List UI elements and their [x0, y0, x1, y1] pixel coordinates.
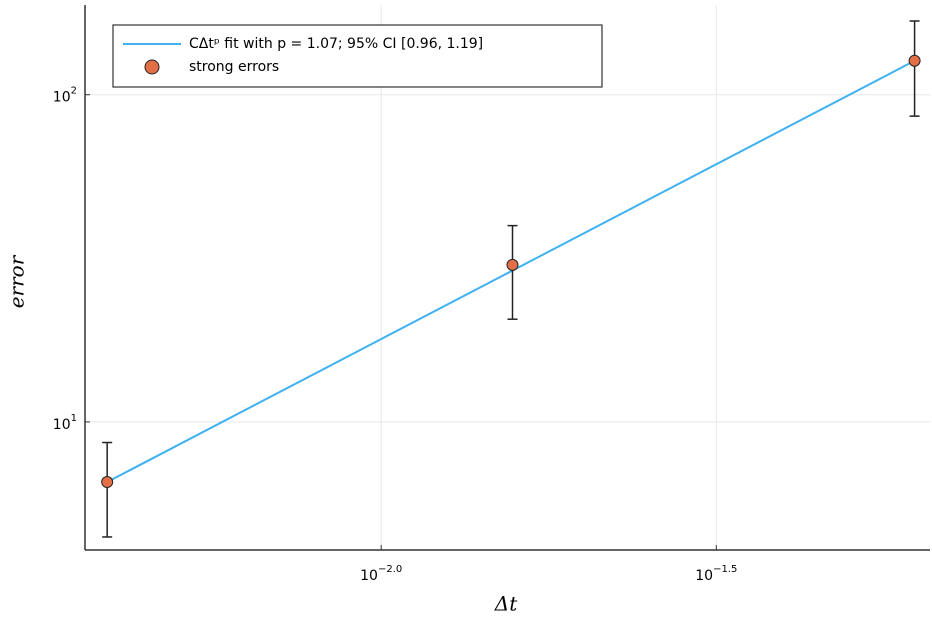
- tick-base: 10: [360, 568, 378, 584]
- tick-base: 10: [53, 417, 71, 433]
- legend-swatch: [144, 59, 160, 75]
- legend-box: [112, 24, 603, 88]
- error-bar: [507, 224, 518, 320]
- legend-label: strong errors: [189, 59, 279, 75]
- point: [101, 476, 114, 489]
- x-axis-label: Δt: [494, 592, 518, 616]
- tick-label: 10−1.5: [695, 564, 737, 584]
- error-bar: [909, 20, 920, 117]
- tick-exponent: −2.0: [378, 564, 402, 575]
- point: [506, 258, 519, 271]
- legend-label: CΔtᵖ fit with p = 1.07; 95% CI [0.96, 1.…: [189, 36, 483, 52]
- point: [908, 54, 921, 67]
- tick-base: 10: [53, 90, 71, 106]
- tick-exponent: −1.5: [713, 564, 737, 575]
- y-axis-label: error: [5, 254, 29, 308]
- tick-label: 102: [53, 86, 77, 106]
- tick-exponent: 2: [71, 86, 77, 97]
- error-bar: [102, 441, 113, 538]
- tick-label: 10−2.0: [360, 564, 402, 584]
- fit-line: [106, 59, 916, 483]
- tick-label: 101: [53, 413, 77, 433]
- tick-base: 10: [695, 568, 713, 584]
- tick-exponent: 1: [71, 413, 77, 424]
